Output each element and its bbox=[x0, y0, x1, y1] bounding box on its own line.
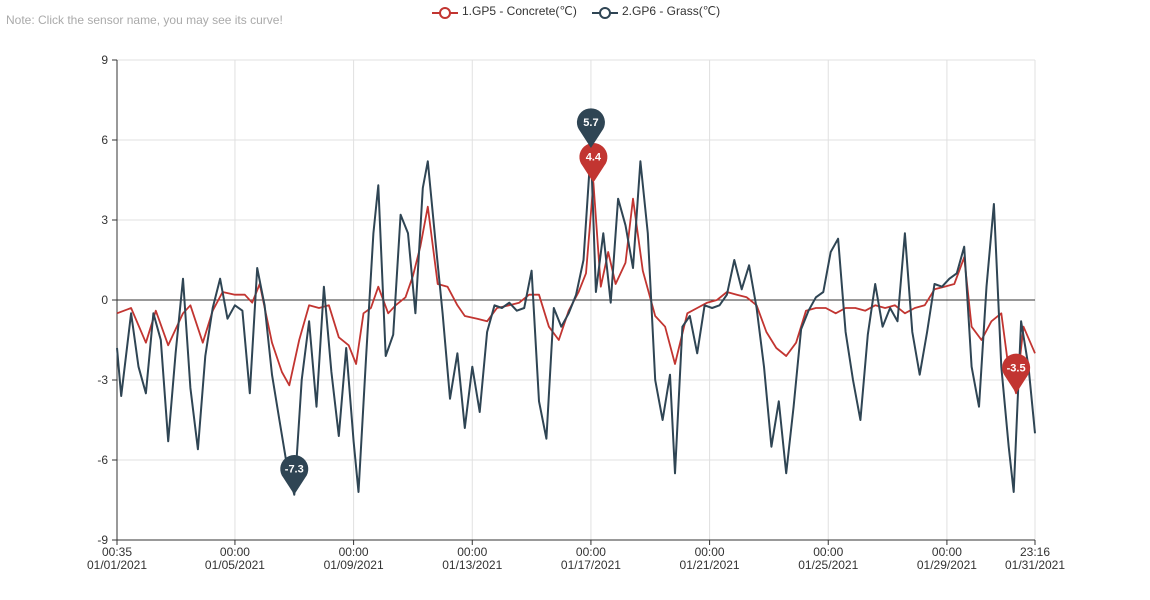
x-tick-date: 01/29/2021 bbox=[917, 558, 977, 572]
x-tick-time: 00:35 bbox=[102, 545, 132, 559]
marker-pin-shape bbox=[579, 143, 608, 183]
marker-pin-shape bbox=[280, 455, 309, 495]
x-axis-ticks: 00:3501/01/202100:0001/05/202100:0001/09… bbox=[87, 540, 1065, 572]
marker-pin-label: -7.3 bbox=[285, 464, 304, 476]
legend-label-grass: 2.GP6 - Grass(℃) bbox=[622, 4, 721, 18]
y-tick-label: 3 bbox=[101, 213, 108, 227]
marker-pin-shape bbox=[576, 108, 605, 148]
x-tick-time: 00:00 bbox=[220, 545, 250, 559]
legend-item-concrete[interactable]: 1.GP5 - Concrete(℃) bbox=[432, 2, 584, 22]
chart-legend: 1.GP5 - Concrete(℃) 2.GP6 - Grass(℃) bbox=[0, 2, 1150, 22]
markers: 4.4 -3.5 5.7 -7.3 bbox=[280, 108, 1031, 495]
x-tick-date: 01/09/2021 bbox=[324, 558, 384, 572]
x-tick-time: 23:16 bbox=[1020, 545, 1050, 559]
x-tick-date: 01/21/2021 bbox=[680, 558, 740, 572]
legend-label-concrete: 1.GP5 - Concrete(℃) bbox=[462, 4, 577, 18]
y-tick-label: 9 bbox=[101, 53, 108, 67]
marker-pin-shape bbox=[1002, 353, 1031, 394]
x-tick-date: 01/05/2021 bbox=[205, 558, 265, 572]
y-tick-label: -9 bbox=[97, 533, 108, 547]
x-tick-date: 01/31/2021 bbox=[1005, 558, 1065, 572]
y-axis-ticks: -9 -6 -3 0 3 6 9 bbox=[97, 53, 117, 547]
series-lines bbox=[116, 147, 1036, 496]
marker-pin: -7.3 bbox=[280, 455, 309, 495]
x-tick-time: 00:00 bbox=[813, 545, 843, 559]
y-tick-label: -6 bbox=[97, 453, 108, 467]
y-tick-label: -3 bbox=[97, 373, 108, 387]
legend-item-grass[interactable]: 2.GP6 - Grass(℃) bbox=[592, 2, 727, 22]
x-tick-time: 00:00 bbox=[457, 545, 487, 559]
series-line-concrete bbox=[116, 181, 1036, 395]
y-tick-label: 0 bbox=[101, 293, 108, 307]
marker-pin-label: 4.4 bbox=[586, 152, 602, 164]
instruction-note: Note: Click the sensor name, you may see… bbox=[6, 13, 283, 27]
legend-line-circle-icon bbox=[432, 7, 458, 19]
marker-pin: -3.5 bbox=[1002, 353, 1031, 394]
marker-pin: 5.7 bbox=[576, 108, 605, 148]
marker-pin-label: 5.7 bbox=[583, 117, 598, 129]
legend-line-circle-icon bbox=[592, 7, 618, 19]
x-tick-date: 01/17/2021 bbox=[561, 558, 621, 572]
x-tick-time: 00:00 bbox=[932, 545, 962, 559]
marker-pin: 4.4 bbox=[579, 143, 608, 183]
x-tick-time: 00:00 bbox=[576, 545, 606, 559]
series-line-grass bbox=[116, 147, 1036, 496]
x-tick-date: 01/01/2021 bbox=[87, 558, 147, 572]
x-tick-time: 00:00 bbox=[339, 545, 369, 559]
x-tick-time: 00:00 bbox=[695, 545, 725, 559]
marker-pin-label: -3.5 bbox=[1007, 362, 1026, 374]
y-tick-label: 6 bbox=[101, 133, 108, 147]
x-tick-date: 01/25/2021 bbox=[798, 558, 858, 572]
x-tick-date: 01/13/2021 bbox=[442, 558, 502, 572]
